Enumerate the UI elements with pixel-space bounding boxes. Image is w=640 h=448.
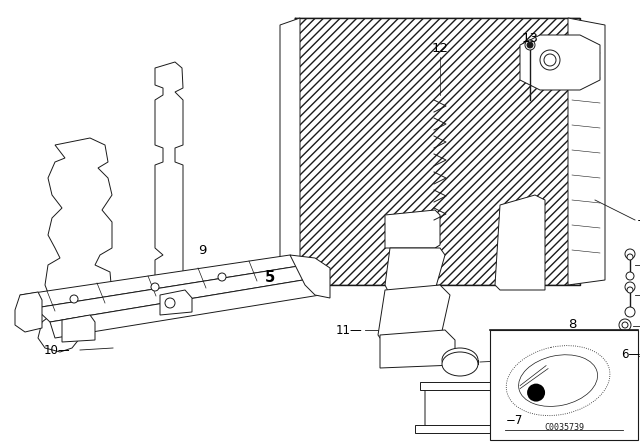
Polygon shape: [385, 210, 440, 248]
Ellipse shape: [544, 36, 580, 84]
Ellipse shape: [442, 352, 478, 376]
Circle shape: [544, 54, 556, 66]
Text: 5: 5: [265, 271, 275, 285]
Polygon shape: [385, 248, 445, 295]
Circle shape: [622, 352, 628, 358]
Polygon shape: [280, 18, 300, 285]
Polygon shape: [35, 265, 315, 322]
Circle shape: [540, 50, 560, 70]
Circle shape: [625, 307, 635, 317]
Circle shape: [527, 383, 545, 401]
Text: 13: 13: [522, 31, 538, 44]
Circle shape: [151, 283, 159, 291]
Bar: [420, 382, 510, 390]
Circle shape: [165, 298, 175, 308]
Polygon shape: [290, 255, 330, 298]
Polygon shape: [380, 330, 455, 368]
Text: 11—: 11—: [335, 323, 362, 336]
Ellipse shape: [442, 348, 478, 372]
Bar: [490, 330, 638, 440]
Text: 6—: 6—: [621, 348, 640, 361]
Text: 12: 12: [431, 42, 449, 55]
Circle shape: [625, 249, 635, 259]
Bar: [415, 425, 515, 433]
Circle shape: [619, 319, 631, 331]
Circle shape: [70, 295, 78, 303]
Polygon shape: [15, 292, 42, 332]
Polygon shape: [378, 285, 450, 345]
Circle shape: [627, 287, 633, 293]
Text: 9: 9: [198, 244, 206, 257]
Text: 10—: 10—: [44, 344, 70, 357]
Polygon shape: [425, 385, 505, 430]
Polygon shape: [520, 35, 600, 90]
Polygon shape: [295, 18, 580, 285]
Circle shape: [527, 42, 533, 48]
Polygon shape: [20, 255, 305, 308]
Polygon shape: [62, 315, 95, 342]
Polygon shape: [495, 195, 545, 290]
Circle shape: [525, 40, 535, 50]
Polygon shape: [38, 138, 112, 352]
Circle shape: [627, 254, 633, 260]
Text: C0035739: C0035739: [544, 423, 584, 432]
Polygon shape: [155, 62, 183, 318]
Circle shape: [619, 349, 631, 361]
Circle shape: [626, 272, 634, 280]
Text: 8: 8: [568, 319, 577, 332]
Text: −1: −1: [637, 214, 640, 227]
Ellipse shape: [538, 36, 574, 84]
Ellipse shape: [532, 36, 568, 84]
Circle shape: [218, 273, 226, 281]
Circle shape: [625, 282, 635, 292]
Text: −7: −7: [506, 414, 524, 426]
Polygon shape: [568, 18, 605, 285]
Polygon shape: [160, 290, 192, 315]
Circle shape: [622, 322, 628, 328]
Polygon shape: [50, 278, 320, 338]
